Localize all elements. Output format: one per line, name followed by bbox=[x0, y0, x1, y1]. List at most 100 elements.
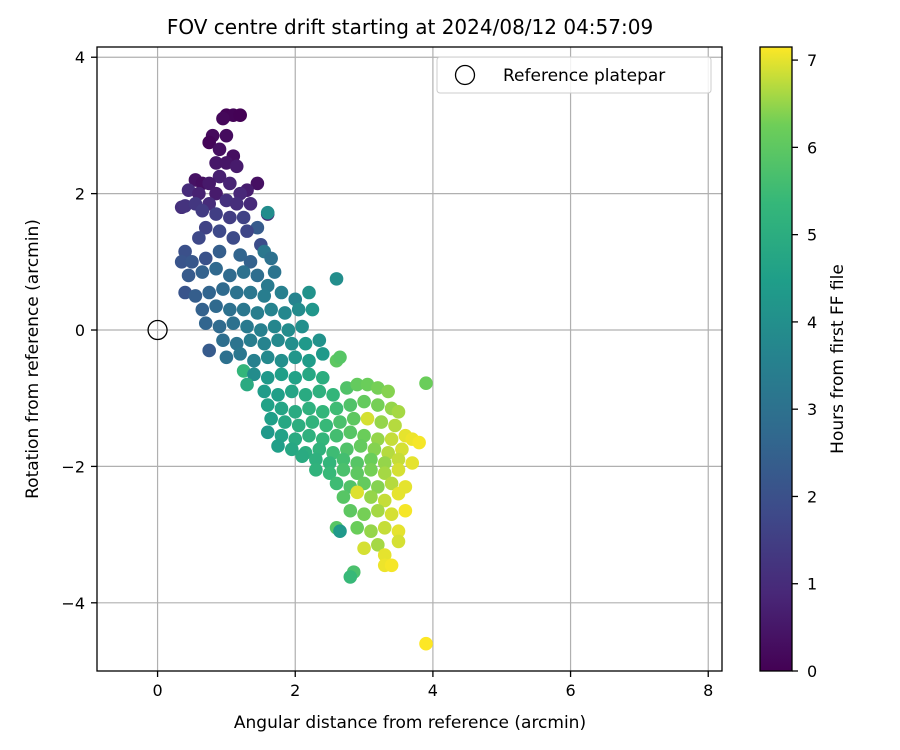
scatter-point bbox=[291, 302, 306, 317]
scatter-point bbox=[377, 548, 392, 562]
scatter-point bbox=[195, 203, 210, 218]
y-axis-ticks: −4 −2 0 2 4 bbox=[61, 48, 97, 613]
scatter-point bbox=[360, 377, 375, 392]
scatter-point bbox=[260, 350, 275, 365]
scatter-point bbox=[240, 319, 254, 334]
colorbar bbox=[760, 47, 792, 671]
grid bbox=[97, 47, 722, 671]
scatter-point bbox=[343, 398, 358, 412]
scatter-point bbox=[315, 347, 330, 361]
scatter-point bbox=[288, 370, 303, 385]
scatter-point bbox=[371, 398, 385, 412]
scatter-point bbox=[212, 169, 227, 184]
scatter-point bbox=[384, 476, 399, 491]
scatter-point bbox=[229, 285, 244, 300]
legend-label: Reference platepar bbox=[503, 66, 665, 86]
scatter-point bbox=[254, 323, 268, 337]
scatter-point bbox=[181, 183, 196, 198]
scatter-point bbox=[329, 428, 344, 443]
scatter-point bbox=[336, 490, 351, 504]
scatter-point bbox=[326, 388, 340, 402]
scatter-point bbox=[329, 476, 344, 491]
scatter-point bbox=[364, 452, 378, 467]
scatter-point bbox=[391, 524, 406, 538]
scatter-point bbox=[346, 411, 361, 426]
scatter-point bbox=[364, 524, 378, 538]
scatter-point bbox=[250, 176, 265, 191]
x-tick-label: 2 bbox=[290, 681, 300, 700]
scatter-point bbox=[343, 570, 358, 584]
scatter-point bbox=[367, 442, 382, 457]
scatter-point bbox=[264, 251, 278, 266]
chart-title: FOV centre drift starting at 2024/08/12 … bbox=[167, 15, 653, 39]
scatter-point bbox=[274, 401, 289, 416]
scatter-point bbox=[250, 268, 265, 283]
scatter-point bbox=[198, 316, 213, 330]
scatter-point bbox=[236, 302, 251, 317]
scatter-point bbox=[350, 485, 364, 500]
scatter-point bbox=[209, 261, 223, 276]
scatter-point bbox=[219, 156, 234, 170]
scatter-point bbox=[209, 186, 223, 201]
scatter-point bbox=[219, 193, 234, 208]
x-tick-label: 4 bbox=[428, 681, 438, 700]
scatter-point bbox=[223, 302, 237, 317]
scatter-point bbox=[288, 350, 303, 365]
scatter-point bbox=[305, 302, 320, 317]
scatter-point bbox=[371, 432, 385, 446]
scatter-point bbox=[298, 388, 313, 402]
scatter-point bbox=[357, 507, 371, 521]
scatter-point bbox=[391, 534, 406, 549]
scatter-point bbox=[216, 282, 230, 296]
scatter-point bbox=[336, 463, 351, 477]
scatter-point bbox=[243, 285, 258, 300]
scatter-point bbox=[274, 285, 289, 300]
scatter-points bbox=[174, 108, 433, 651]
y-tick-label: 4 bbox=[75, 48, 85, 67]
scatter-point bbox=[360, 411, 375, 426]
scatter-point bbox=[284, 442, 299, 457]
scatter-point bbox=[223, 268, 237, 283]
scatter-point bbox=[247, 367, 261, 382]
y-axis-label: Rotation from reference (arcmin) bbox=[23, 219, 43, 499]
scatter-point bbox=[212, 142, 227, 157]
scatter-point bbox=[260, 205, 275, 220]
scatter-point bbox=[288, 432, 303, 446]
scatter-point bbox=[364, 463, 378, 477]
scatter-point bbox=[405, 456, 420, 470]
scatter-point bbox=[185, 255, 199, 269]
colorbar-tick-label: 5 bbox=[807, 226, 817, 245]
scatter-point bbox=[219, 128, 234, 143]
scatter-point bbox=[178, 244, 192, 259]
plot-frame bbox=[96, 46, 723, 672]
scatter-point bbox=[247, 353, 261, 368]
colorbar-tick-label: 6 bbox=[807, 138, 817, 157]
scatter-point bbox=[240, 224, 254, 238]
colorbar-tick-label: 4 bbox=[807, 313, 817, 332]
scatter-point bbox=[271, 333, 285, 348]
scatter-point bbox=[340, 442, 354, 457]
scatter-point bbox=[419, 376, 433, 391]
scatter-point bbox=[209, 299, 223, 313]
scatter-point bbox=[309, 452, 323, 467]
scatter-point bbox=[236, 265, 251, 279]
scatter-point bbox=[343, 503, 358, 518]
scatter-point bbox=[353, 439, 368, 453]
scatter-point bbox=[236, 364, 251, 378]
scatter-point bbox=[312, 442, 327, 457]
scatter-point bbox=[384, 558, 399, 573]
colorbar-tick-label: 0 bbox=[807, 662, 817, 681]
scatter-point bbox=[240, 377, 254, 392]
scatter-point bbox=[302, 353, 316, 368]
scatter-point bbox=[226, 316, 241, 330]
scatter-point bbox=[315, 432, 330, 446]
scatter-point bbox=[333, 350, 347, 365]
scatter-point bbox=[329, 272, 344, 286]
scatter-point bbox=[174, 255, 189, 269]
scatter-point bbox=[181, 268, 196, 283]
scatter-point bbox=[212, 244, 227, 259]
scatter-point bbox=[322, 456, 337, 470]
scatter-point bbox=[312, 384, 327, 399]
scatter-point bbox=[257, 289, 272, 303]
